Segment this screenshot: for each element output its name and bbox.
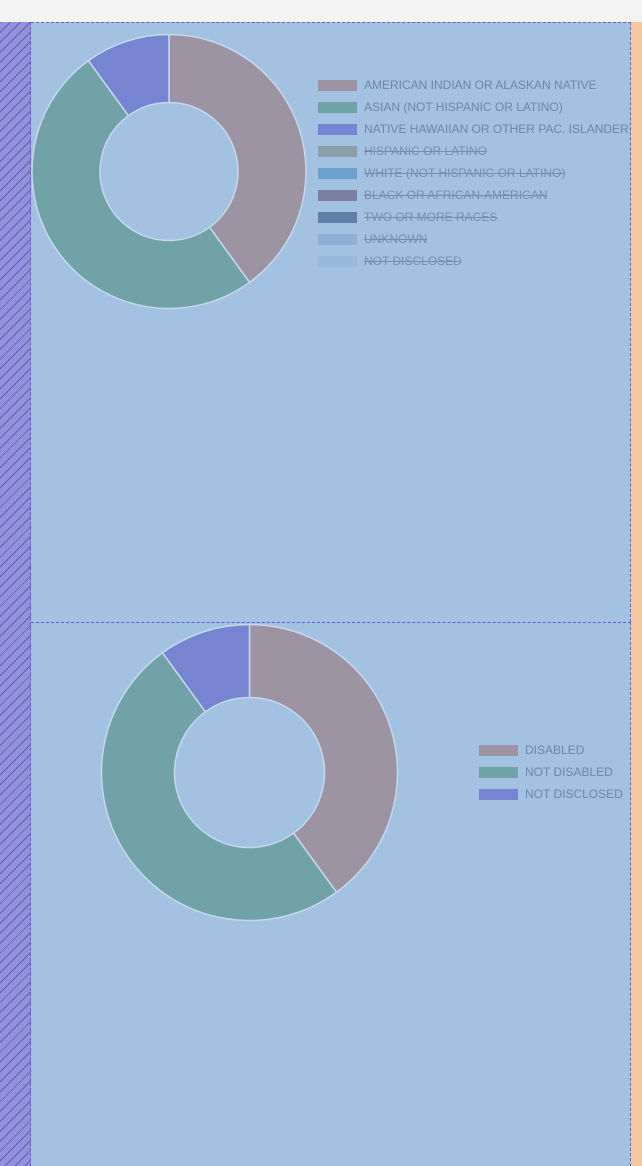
race-legend-item-not-disclosed[interactable]: NOT DISCLOSED [318,250,629,272]
race-legend-swatch [318,123,357,135]
race-legend-item-american-indian-or-alaskan-native[interactable]: AMERICAN INDIAN OR ALASKAN NATIVE [318,74,629,96]
race-legend-item-black-or-african-american[interactable]: BLACK OR AFRICAN-AMERICAN [318,184,629,206]
race-legend-swatch [318,145,357,157]
race-legend-swatch [318,255,357,267]
race-legend-swatch [318,211,357,223]
race-legend-label: BLACK OR AFRICAN-AMERICAN [364,188,548,202]
race-slice-native-hawaiian-or-other-pac-islander[interactable] [87,33,170,117]
disability-legend-item-disabled[interactable]: DISABLED [479,739,623,761]
disability-legend-label: NOT DISABLED [525,765,613,779]
disability-legend-swatch [479,766,518,778]
race-legend-item-asian-not-hispanic-or-latino[interactable]: ASIAN (NOT HISPANIC OR LATINO) [318,96,629,118]
race-donut-chart[interactable] [31,33,307,310]
race-legend-label: NOT DISCLOSED [364,254,462,268]
race-legend-label: NATIVE HAWAIIAN OR OTHER PAC. ISLANDER [364,122,629,136]
race-legend-item-hispanic-or-latino[interactable]: HISPANIC OR LATINO [318,140,629,162]
race-legend-label: AMERICAN INDIAN OR ALASKAN NATIVE [364,78,597,92]
race-chart-legend: AMERICAN INDIAN OR ALASKAN NATIVE ASIAN (… [318,74,629,272]
disability-legend-item-not-disclosed[interactable]: NOT DISCLOSED [479,783,623,805]
race-legend-item-native-hawaiian-or-other-pac-islander[interactable]: NATIVE HAWAIIAN OR OTHER PAC. ISLANDER [318,118,629,140]
top-bar [0,0,642,22]
race-legend-item-two-or-more-races[interactable]: TWO OR MORE RACES [318,206,629,228]
race-legend-label: HISPANIC OR LATINO [364,144,487,158]
race-legend-swatch [318,233,357,245]
race-legend-swatch [318,189,357,201]
race-legend-label: UNKNOWN [364,232,428,246]
race-legend-item-unknown[interactable]: UNKNOWN [318,228,629,250]
disability-slice-disabled[interactable] [248,623,399,894]
disability-legend-swatch [479,788,518,800]
disability-slice-not-disclosed[interactable] [161,623,251,713]
race-legend-swatch [318,167,357,179]
race-slice-asian-not-hispanic-or-latino[interactable] [31,59,251,310]
disability-legend-swatch [479,744,518,756]
race-legend-label: ASIAN (NOT HISPANIC OR LATINO) [364,100,563,114]
left-rail [0,22,31,1166]
race-chart-panel: AMERICAN INDIAN OR ALASKAN NATIVE ASIAN (… [31,22,631,622]
disability-chart-panel: DISABLED NOT DISABLED NOT DISCLOSED [31,622,631,1166]
disability-legend-item-not-disabled[interactable]: NOT DISABLED [479,761,623,783]
disability-donut-chart[interactable] [100,623,399,922]
disability-slice-not-disabled[interactable] [100,651,338,922]
disability-legend-label: NOT DISCLOSED [525,787,623,801]
right-rail [631,22,642,1166]
race-legend-swatch [318,101,357,113]
race-legend-item-white-not-hispanic-or-latino[interactable]: WHITE (NOT HISPANIC OR LATINO) [318,162,629,184]
race-legend-swatch [318,79,357,91]
race-legend-label: TWO OR MORE RACES [364,210,498,224]
disability-legend-label: DISABLED [525,743,585,757]
race-slice-american-indian-or-alaskan-native[interactable] [168,33,307,284]
race-legend-label: WHITE (NOT HISPANIC OR LATINO) [364,166,566,180]
disability-chart-legend: DISABLED NOT DISABLED NOT DISCLOSED [479,739,623,805]
